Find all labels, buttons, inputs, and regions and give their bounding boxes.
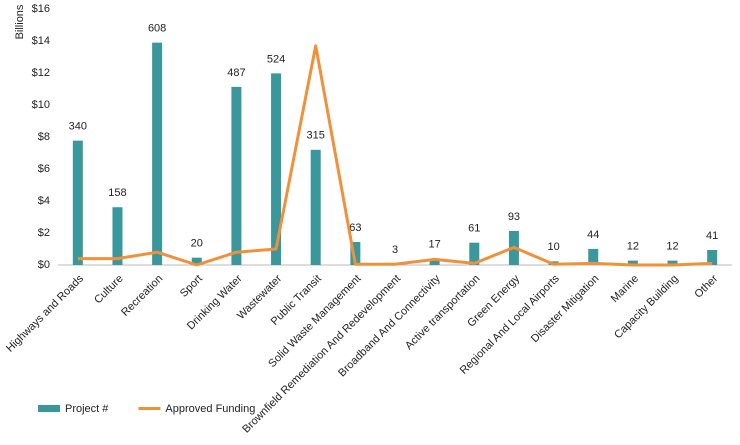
- y-axis-label: Billions: [14, 4, 26, 39]
- line: [77, 44, 713, 267]
- bar: [72, 140, 83, 265]
- data-label: 61: [468, 223, 480, 235]
- bar: [627, 260, 638, 265]
- y-tick-label: $16: [32, 3, 50, 15]
- x-tick-label: Culture: [92, 273, 126, 307]
- y-tick-label: $14: [32, 35, 50, 47]
- y-tick-label: $4: [38, 195, 50, 207]
- y-tick-label: $2: [38, 227, 50, 239]
- bar: [429, 258, 440, 265]
- bar: [588, 248, 599, 265]
- x-tick-label: Recreation: [119, 273, 165, 319]
- y-tick-label: $10: [32, 99, 50, 111]
- x-tick-label: Other: [692, 272, 720, 300]
- data-label: 340: [69, 121, 87, 133]
- x-tick-label: Disaster Mitigation: [529, 273, 601, 345]
- data-label: 10: [547, 241, 559, 253]
- legend-label: Project #: [65, 403, 109, 415]
- legend-label: Approved Funding: [165, 403, 255, 415]
- bar: [350, 241, 361, 265]
- x-tick-label: Marine: [609, 273, 641, 305]
- x-tick-label: Sport: [178, 273, 205, 300]
- bar: [707, 250, 718, 265]
- bar: [469, 242, 480, 265]
- data-label: 20: [191, 238, 203, 250]
- bar: [152, 42, 163, 265]
- data-label: 63: [349, 222, 361, 234]
- x-tick-label: Active transportation: [403, 273, 482, 352]
- y-tick-label: $8: [38, 131, 50, 143]
- data-label: 93: [508, 211, 520, 223]
- data-label: 3: [392, 244, 398, 256]
- data-label: 608: [148, 23, 166, 35]
- data-label: 12: [627, 241, 639, 253]
- bar: [310, 149, 321, 265]
- bar: [191, 257, 202, 265]
- x-tick-label: Highways and Roads: [4, 272, 86, 354]
- data-label: 44: [587, 229, 599, 241]
- data-label: 12: [666, 241, 678, 253]
- data-label: 524: [267, 53, 285, 65]
- data-label: 41: [706, 230, 718, 242]
- data-label: 487: [227, 67, 245, 79]
- y-tick-label: $0: [38, 259, 50, 271]
- data-label: 17: [429, 239, 441, 251]
- data-label: 158: [108, 187, 126, 199]
- data-label: 315: [307, 130, 325, 142]
- bar: [667, 260, 678, 265]
- y-tick-label: $12: [32, 67, 50, 79]
- bar: [112, 207, 123, 265]
- bar: [271, 73, 282, 265]
- bar: [231, 86, 242, 265]
- legend-swatch: [38, 405, 60, 412]
- y-tick-label: $6: [38, 163, 50, 175]
